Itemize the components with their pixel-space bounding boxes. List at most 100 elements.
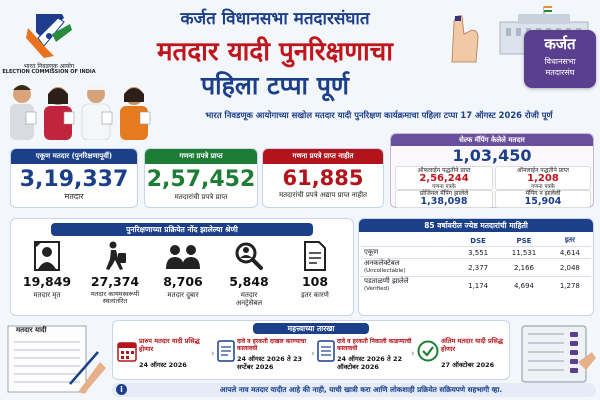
self-mapping-header: सेल्फ मॅपिंग केलेले मतदार — [391, 134, 593, 146]
footer-text: आपले नाव मतदार यादीत आहे की नाही, याची ख… — [219, 385, 503, 394]
subtitle: भारत निवडणूक आयोगाच्या सखोल मतदार यादी प… — [205, 110, 553, 120]
duplicate-value: 8,706 — [163, 274, 203, 289]
forms-not-received-value: 61,885 — [282, 166, 364, 190]
important-dates-header: महत्त्वाच्या तारखा — [253, 323, 369, 334]
date-item: प्रारुप मतदार यादी प्रसिद्ध होणार 24 ऑगस… — [117, 336, 213, 378]
offline-sub: गणना पत्रके — [432, 184, 456, 190]
total-voters-card: एकूण मतदार (पुनरिक्षणापूर्वी) 3,19,337 म… — [10, 148, 138, 208]
migrated-label: मतदार कायमस्वरूपी स्थलांतरित — [90, 290, 140, 305]
online-sub: गणना पत्रके — [531, 184, 555, 190]
date-item: दावे व हरकती निकाली काढण्याची कालावधी 24… — [317, 336, 413, 378]
badge-title: कर्जत — [544, 35, 576, 53]
eci-name-en: ELECTION COMMISSION OF INDIA — [2, 69, 96, 75]
forms-received-value: 2,57,452 — [146, 167, 256, 192]
date-arrow: › — [411, 349, 415, 359]
row-sublabel: (Verified) — [364, 286, 390, 292]
total-voters-sub: मतदार — [64, 192, 84, 201]
search-person-icon — [234, 241, 264, 271]
footer-bar: i आपले नाव मतदार यादीत आहे की नाही, याची… — [112, 383, 596, 397]
deceased-portrait-icon — [33, 239, 61, 271]
calendar-icon — [117, 340, 137, 362]
categories-card: पुनरिक्षणाच्या प्रक्रियेत नोंद झालेल्या … — [10, 218, 354, 316]
check-circle-icon — [417, 340, 439, 362]
row-label: एकूण — [364, 248, 379, 256]
badge-sub-1: विधानसभा — [544, 57, 576, 66]
evm-illustration — [516, 322, 596, 386]
col-header — [361, 235, 457, 247]
progeny-box: प्रोजिनल मॅपिंग झालेले 1,38,098 — [395, 190, 493, 208]
date-title: दावे व हरकती निकाली काढण्याची कालावधी — [337, 338, 412, 352]
category-migrated: 27,374 मतदार कायमस्वरूपी स्थलांतरित — [81, 241, 149, 313]
forms-not-received-sub: मतदारांची प्रपत्रे अद्याप प्राप्त नाहीत — [278, 191, 368, 199]
category-duplicate: 8,706 मतदार दुबार — [151, 241, 215, 313]
voter-list-label: मतदार यादी — [16, 326, 47, 334]
date-value: 27 ऑक्टोबर 2026 — [441, 361, 495, 369]
table-row: एकूण 3,551 11,531 4,614 — [361, 246, 591, 259]
table-cell: 4,694 — [513, 281, 534, 290]
badge-sub-2: मतदारसंघ — [545, 68, 575, 77]
category-other: 108 इतर कारणे — [283, 241, 347, 313]
table-cell: 1,278 — [559, 281, 580, 290]
date-title: प्रारुप मतदार यादी प्रसिद्ध होणार — [139, 337, 200, 353]
other-label: इतर कारणे — [301, 291, 329, 299]
offline-box: ऑफलाईन पद्धतीने प्राप्त 2,56,244 गणना पत… — [395, 166, 493, 190]
offline-value: 2,56,244 — [419, 173, 469, 184]
progeny-label: प्रोजिनल मॅपिंग झालेले — [419, 190, 469, 197]
untraceable-label: मतदार अनट्रेसेबल — [235, 291, 263, 307]
category-deceased: 19,849 मतदार मृत — [15, 239, 79, 313]
table-cell: 2,377 — [468, 263, 489, 272]
offline-label: ऑफलाईन पद्धतीने प्राप्त — [417, 167, 471, 174]
col-header: इतर — [564, 236, 575, 244]
self-mapping-total: 1,03,450 — [452, 146, 532, 165]
category-untraceable: 5,848 मतदार अनट्रेसेबल — [217, 241, 281, 313]
title-line-2: मतदार यादी पुनरिक्षणाचा — [157, 37, 393, 67]
duplicate-people-icon — [165, 243, 201, 271]
row-label: अनकलेक्टेबल — [364, 259, 400, 267]
eci-name: भारत निवडणूक आयोग — [23, 63, 75, 70]
categories-header: पुनरिक्षणाच्या प्रक्रियेत नोंद झालेल्या … — [51, 223, 313, 236]
col-header: DSE — [470, 236, 486, 245]
senior-header: 85 वर्षावरील ज्येष्ठ मतदारांची माहिती — [359, 219, 593, 232]
date-title: दावे व हरकती दाखल करण्याचा कालावधी — [237, 338, 307, 352]
date-value: 24 ऑगस्ट 2026 ते 23 सप्टेंबर 2026 — [237, 355, 303, 371]
table-row: पडताळणी झालेले (Verified) 1,174 4,694 1,2… — [361, 276, 591, 295]
voters-illustration — [4, 78, 154, 141]
table-cell: 4,614 — [559, 248, 580, 257]
table-cell: 2,166 — [513, 263, 534, 272]
checklist-icon — [317, 340, 335, 362]
online-box: ऑनलाईन पद्धतीने प्राप्त 1,208 गणना पत्रक… — [495, 166, 591, 190]
online-value: 1,208 — [527, 173, 559, 184]
title-line-3: पहिला टप्पा पूर्ण — [200, 71, 350, 100]
info-icon: i — [116, 384, 127, 395]
forms-received-label: गणना प्रपत्रे प्राप्त — [145, 149, 257, 164]
table-cell: 11,531 — [511, 248, 537, 257]
senior-table-header: DSE PSE इतर — [361, 235, 591, 247]
not-mapped-value: 15,904 — [524, 196, 562, 207]
online-label: ऑनलाईन पद्धतीने प्राप्त — [517, 167, 569, 174]
total-voters-label: एकूण मतदार (पुनरिक्षणापूर्वी) — [11, 149, 137, 164]
table-cell: 3,551 — [468, 248, 489, 257]
forms-not-received-card: गणना प्रपत्रे प्राप्त नाहीत 61,885 मतदार… — [262, 148, 384, 208]
date-value: 24 ऑगस्ट 2026 — [139, 361, 187, 369]
table-cell: 2,048 — [559, 263, 580, 272]
col-header: PSE — [516, 236, 532, 245]
untraceable-value: 5,848 — [229, 274, 269, 289]
forms-received-card: गणना प्रपत्रे प्राप्त 2,57,452 मतदारांची… — [144, 148, 258, 208]
date-arrow: › — [311, 349, 315, 359]
form-icon — [217, 340, 235, 362]
senior-table: DSE PSE इतर एकूण 3,551 11,531 4,614 अनकल… — [361, 235, 591, 294]
migrated-value: 27,374 — [90, 274, 140, 289]
eci-logo — [14, 8, 84, 64]
progeny-value: 1,38,098 — [420, 196, 468, 207]
date-item: दावे व हरकती दाखल करण्याचा कालावधी 24 ऑग… — [217, 336, 313, 378]
date-item: अंतिम मतदार यादी प्रसिद्ध होणार 27 ऑक्टो… — [417, 336, 509, 378]
senior-voters-card: 85 वर्षावरील ज्येष्ठ मतदारांची माहिती DS… — [358, 218, 594, 316]
duplicate-label: मतदार दुबार — [167, 291, 199, 299]
document-icon — [303, 241, 327, 271]
not-mapped-box: मॅपिंग न झालेली 15,904 — [495, 190, 591, 208]
date-arrow: › — [211, 349, 215, 359]
forms-not-received-label: गणना प्रपत्रे प्राप्त नाहीत — [263, 149, 383, 164]
total-voters-value: 3,19,337 — [19, 167, 129, 192]
deceased-value: 19,849 — [22, 274, 72, 289]
date-title: अंतिम मतदार यादी प्रसिद्ध होणार — [441, 337, 503, 353]
